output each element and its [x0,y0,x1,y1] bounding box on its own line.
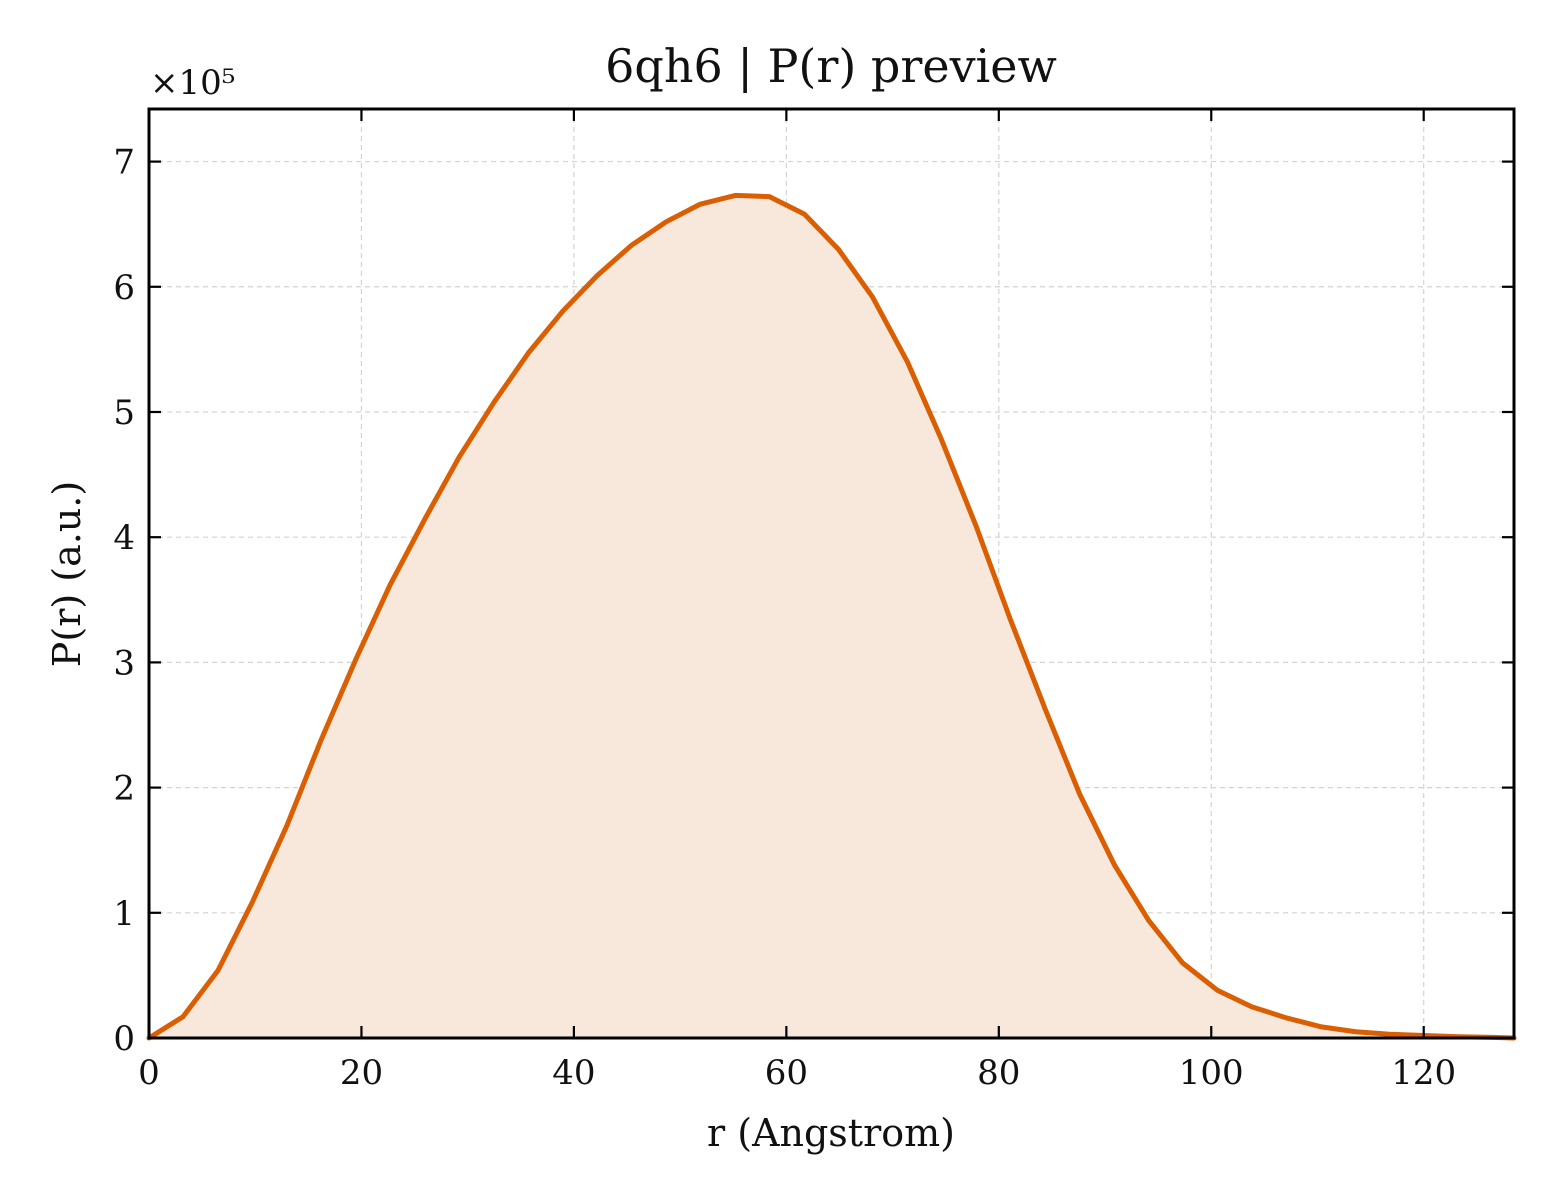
series-line [146,192,1517,1041]
x-tick-label: 120 [1391,1053,1456,1093]
x-tick-label: 40 [552,1053,595,1093]
series-layer [146,192,1517,1041]
y-tick-label: 4 [113,518,135,558]
y-tick-label: 2 [113,769,135,809]
y-tick-label: 0 [113,1019,135,1059]
plot-frame [147,107,1516,1040]
series-area [149,195,1514,1038]
x-tick-label: 20 [340,1053,383,1093]
y-tick-label: 3 [113,643,135,683]
y-axis-label: P(r) (a.u.) [45,481,89,667]
x-axis-label: r (Angstrom) [707,1111,955,1155]
chart-title: 6qh6 | P(r) preview [605,39,1057,93]
x-tick-label: 0 [138,1053,160,1093]
y-tick-label: 1 [113,894,135,934]
x-tick-label: 80 [977,1053,1020,1093]
y-multiplier-label: ×10⁵ [150,63,235,103]
y-tick-label: 6 [113,268,135,308]
x-tick-label: 60 [765,1053,808,1093]
y-tick-label: 5 [113,393,135,433]
y-tick-label: 7 [113,143,135,183]
x-tick-label: 100 [1179,1053,1244,1093]
ticks: 0 20 40 60 80 100 120 0 1 2 3 4 5 6 7 [113,109,1514,1093]
